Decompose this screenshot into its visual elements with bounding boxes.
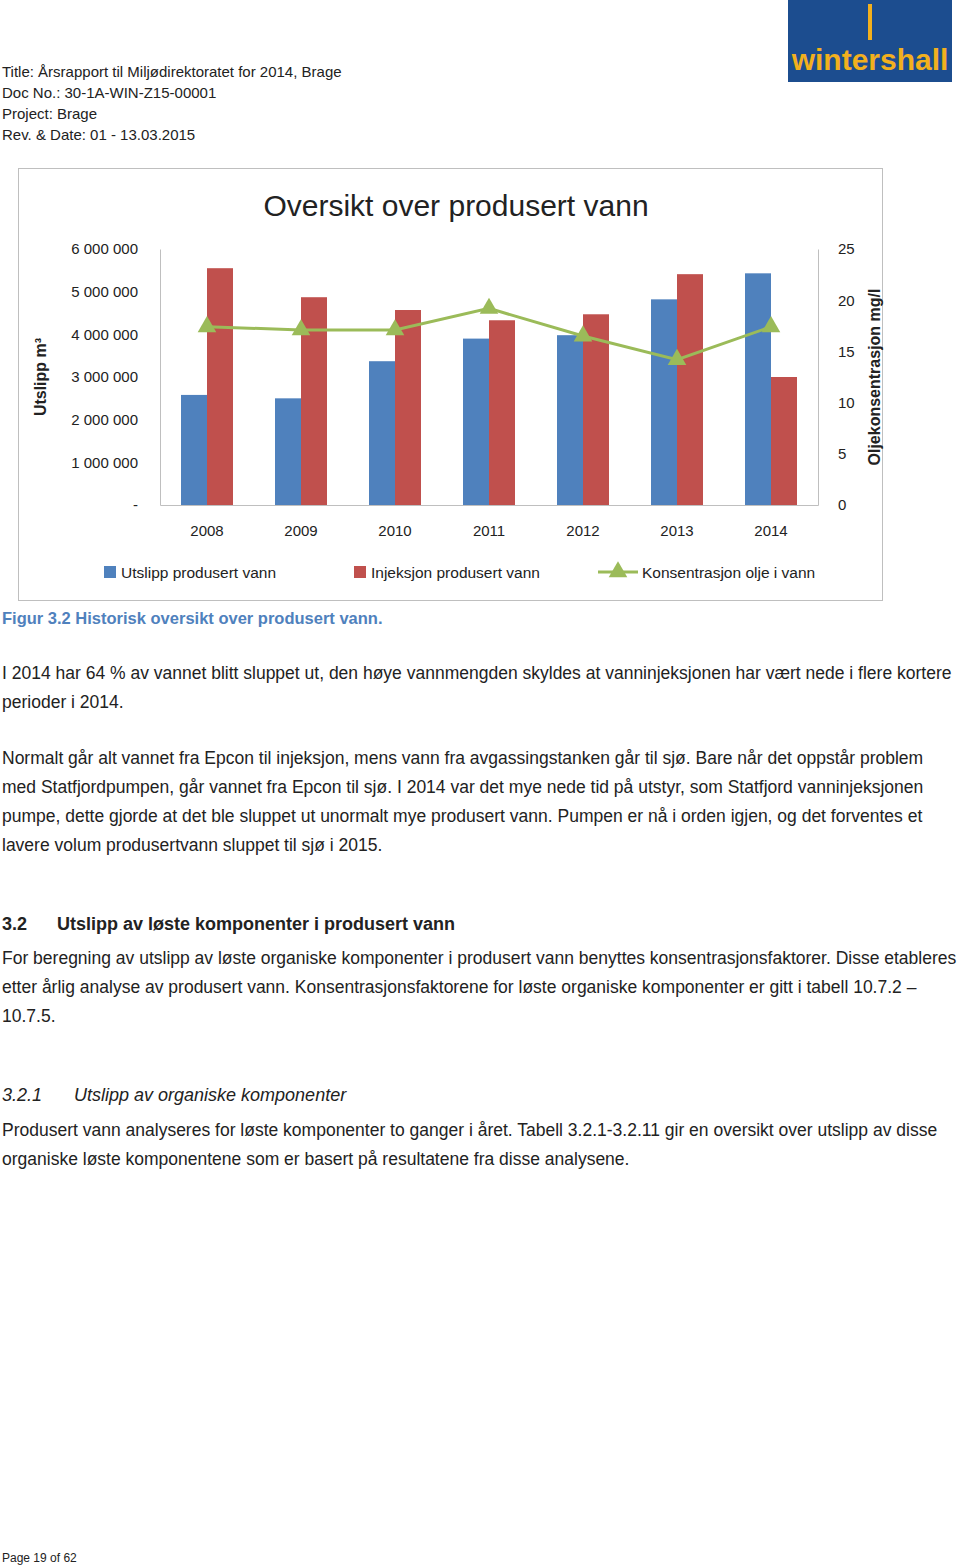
x-tick: 2011 <box>473 505 505 539</box>
header-line: Project: Brage <box>2 105 97 122</box>
section-number: 3.2.1 <box>2 1081 74 1110</box>
header-line: Rev. & Date: 01 - 13.03.2015 <box>2 126 195 143</box>
tick-label: 4 000 000 <box>71 326 138 343</box>
section-title: Utslipp av løste komponenter i produsert… <box>57 914 455 934</box>
legend-key <box>354 566 366 578</box>
y-tick: - <box>133 496 160 513</box>
tick-label: 3 000 000 <box>71 368 138 385</box>
marker <box>198 316 217 332</box>
x-tick: 2008 <box>190 505 223 539</box>
section-title: Utslipp av organiske komponenter <box>74 1085 346 1105</box>
tick-label: 2013 <box>660 522 693 539</box>
y2-axis-title: Oljekonsentrasjon mg/l <box>866 289 883 466</box>
logo-box <box>788 0 952 82</box>
axis-line <box>160 250 161 506</box>
tick-label: 2012 <box>566 522 599 539</box>
y-tick: 2 000 000 <box>71 411 160 428</box>
y-tick: 4 000 000 <box>71 326 160 343</box>
legend-marker <box>609 561 628 577</box>
bar <box>489 320 515 505</box>
tick-label: 15 <box>838 343 855 360</box>
bar <box>181 395 207 505</box>
tick-label: 25 <box>838 240 855 257</box>
logo-stem <box>868 4 872 40</box>
plot-marks <box>181 268 797 505</box>
bar <box>369 361 395 505</box>
axis-line <box>818 250 819 506</box>
tick-label: 20 <box>838 292 855 309</box>
axis-line <box>161 505 819 506</box>
marker <box>292 319 311 335</box>
logo-text: wintershall <box>791 43 949 76</box>
marker <box>480 298 499 314</box>
tick-label: 2010 <box>378 522 411 539</box>
bar <box>395 310 421 505</box>
tick-label: - <box>133 496 138 513</box>
paragraph: For beregning av utslipp av løste organi… <box>2 944 957 1031</box>
bar <box>463 339 489 505</box>
tick-label: 0 <box>838 496 846 513</box>
x-tick: 2013 <box>660 505 693 539</box>
tick-label: 1 000 000 <box>71 454 138 471</box>
tick-label: 2008 <box>190 522 223 539</box>
y2-axis: 0 5 10 15 20 25 <box>818 240 855 513</box>
tick-label: 2009 <box>284 522 317 539</box>
section-number: 3.2 <box>2 910 57 939</box>
y-tick: 6 000 000 <box>71 240 160 257</box>
y2-tick: 5 <box>818 445 846 462</box>
tick-label: 5 000 000 <box>71 283 138 300</box>
y-tick: 5 000 000 <box>71 283 160 300</box>
series-line <box>207 308 771 359</box>
y2-tick: 20 <box>818 292 855 309</box>
paragraph: Produsert vann analyseres for løste komp… <box>2 1116 957 1174</box>
bar <box>651 299 677 505</box>
legend-label: Konsentrasjon olje i vann <box>642 564 815 581</box>
y2-tick: 0 <box>818 496 846 513</box>
page-footer: Page 19 of 62 <box>2 1551 77 1565</box>
header-line: Title: Årsrapport til Miljødirektoratet … <box>2 63 342 80</box>
bar <box>745 273 771 505</box>
x-tick: 2012 <box>566 505 599 539</box>
bar <box>275 398 301 505</box>
x-tick: 2010 <box>378 505 411 539</box>
legend-key <box>104 566 116 578</box>
x-tick: 2009 <box>284 505 317 539</box>
tick-label: 2014 <box>754 522 787 539</box>
legend-label: Utslipp produsert vann <box>121 564 276 581</box>
page: Title: Årsrapport til Miljødirektoratet … <box>0 0 960 1567</box>
bar <box>207 268 233 505</box>
bar <box>677 274 703 505</box>
tick-label: 2011 <box>473 522 505 539</box>
y-tick: 1 000 000 <box>71 454 160 471</box>
bar <box>771 377 797 505</box>
bar <box>557 335 583 505</box>
section-heading: 3.2.1Utslipp av organiske komponenter <box>2 1081 957 1110</box>
marker <box>762 316 781 332</box>
legend: Utslipp produsert vann Injeksjon produser… <box>104 561 815 580</box>
chart-frame <box>19 169 883 601</box>
marker <box>386 319 405 335</box>
marker <box>668 349 687 365</box>
tick-label: 5 <box>838 445 846 462</box>
marker <box>574 325 593 341</box>
y-axis-title: Utslipp m³ <box>32 338 49 416</box>
tick-label: 10 <box>838 394 855 411</box>
y2-tick: 10 <box>818 394 855 411</box>
paragraph: I 2014 har 64 % av vannet blitt sluppet … <box>2 659 957 717</box>
legend-label: Injeksjon produsert vann <box>371 564 540 581</box>
x-tick: 2014 <box>754 505 787 539</box>
y2-tick: 25 <box>818 240 855 257</box>
tick-label: 2 000 000 <box>71 411 138 428</box>
paragraph: Normalt går alt vannet fra Epcon til inj… <box>2 744 957 860</box>
y2-tick: 15 <box>818 343 855 360</box>
section-heading: 3.2Utslipp av løste komponenter i produs… <box>2 910 957 939</box>
y-tick: 3 000 000 <box>71 368 160 385</box>
header-line: Doc No.: 30-1A-WIN-Z15-00001 <box>2 84 216 101</box>
figure-caption: Figur 3.2 Historisk oversikt over produs… <box>2 609 383 627</box>
chart-title: Oversikt over produsert vann <box>263 189 648 222</box>
tick-label: 6 000 000 <box>71 240 138 257</box>
x-axis: 2008 2009 2010 2011 2012 2013 2014 <box>161 505 819 539</box>
y-axis: - 1 000 000 2 000 000 3 000 000 4 000 000 5 0… <box>71 240 160 513</box>
